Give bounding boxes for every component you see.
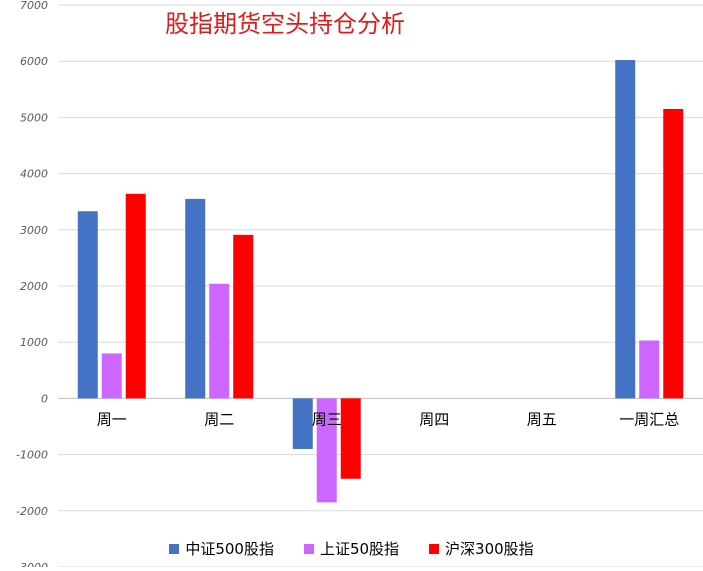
x-tick-label: 周一: [97, 410, 127, 428]
x-tick-label: 周二: [204, 410, 234, 428]
y-tick-label: 5000: [20, 111, 48, 124]
y-tick-label: -3000: [16, 561, 48, 567]
legend-item-series-1: 上证50股指: [303, 538, 400, 559]
y-tick-label: 6000: [20, 55, 48, 68]
legend-label: 上证50股指: [319, 540, 400, 558]
bar-上证50股指-一周汇总: [639, 340, 660, 399]
bar-沪深300股指-周三: [340, 398, 361, 479]
bar-沪深300股指-周一: [125, 193, 146, 399]
bar-中证500股指-周二: [185, 198, 206, 399]
y-tick-label: 2000: [20, 280, 48, 293]
legend-label: 中证500股指: [185, 540, 274, 558]
y-tick-label: -2000: [16, 505, 48, 518]
bar-上证50股指-周一: [101, 353, 122, 399]
y-tick-label: 7000: [20, 0, 48, 12]
legend-item-series-2: 沪深300股指: [429, 538, 534, 559]
bar-中证500股指-周一: [77, 211, 98, 399]
chart-title: 股指期货空头持仓分析: [165, 10, 405, 38]
legend-item-series-0: 中证500股指: [169, 538, 274, 559]
bar-沪深300股指-一周汇总: [663, 108, 684, 399]
x-tick-label: 一周汇总: [619, 410, 679, 428]
legend-swatch: [429, 543, 440, 554]
x-tick-label: 周五: [527, 410, 557, 428]
y-tick-label: -1000: [16, 449, 48, 462]
legend-swatch: [169, 543, 180, 554]
bar-上证50股指-周三: [316, 398, 337, 503]
bar-上证50股指-周二: [209, 283, 230, 399]
legend-label: 沪深300股指: [445, 540, 534, 558]
y-tick-label: 0: [41, 392, 48, 405]
legend-swatch: [303, 543, 314, 554]
bar-中证500股指-周三: [292, 398, 313, 449]
bar-中证500股指-一周汇总: [615, 60, 636, 399]
y-tick-label: 1000: [20, 336, 48, 349]
y-tick-label: 3000: [20, 224, 48, 237]
legend: 中证500股指 上证50股指 沪深300股指: [0, 538, 703, 559]
y-tick-label: 4000: [20, 168, 48, 181]
x-tick-label: 周三: [312, 410, 342, 428]
bar-沪深300股指-周二: [233, 234, 254, 399]
x-tick-label: 周四: [419, 410, 449, 428]
